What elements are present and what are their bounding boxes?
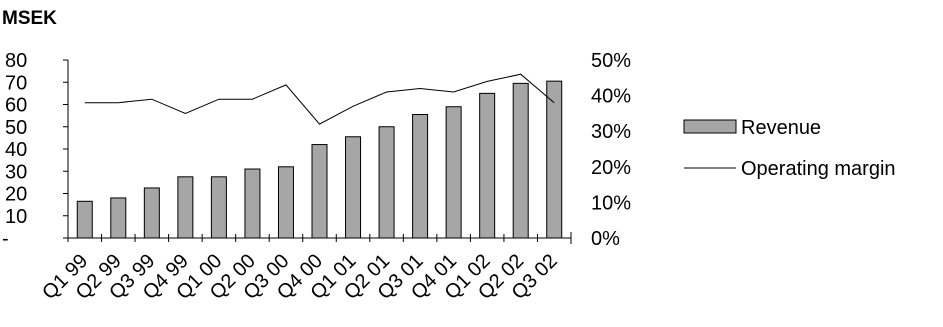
revenue-bar <box>244 168 261 239</box>
left-axis-tick-label: 50 <box>5 117 27 139</box>
right-axis-tick-label: 20% <box>591 157 631 179</box>
revenue-bar <box>546 80 563 239</box>
left-axis-tick-label: 20 <box>5 184 27 206</box>
left-axis-tick-label: 70 <box>5 72 27 94</box>
unit-label: MSEK <box>2 8 57 29</box>
left-axis-tick-label: 80 <box>5 50 27 72</box>
revenue-bar <box>177 176 194 239</box>
operating-margin-line <box>84 73 555 125</box>
legend-revenue-label: Revenue <box>741 117 821 139</box>
legend-revenue-swatch <box>683 119 737 134</box>
left-axis-tick-label: 30 <box>5 161 27 183</box>
revenue-bar <box>512 82 529 239</box>
right-axis-tick-label: 50% <box>591 50 631 72</box>
revenue-bar <box>445 106 462 239</box>
revenue-bar <box>311 144 328 239</box>
left-axis-tick-label: - <box>2 228 9 250</box>
revenue-bar <box>378 126 395 239</box>
left-axis-tick-label: 10 <box>5 206 27 228</box>
right-axis-tick-label: 30% <box>591 121 631 143</box>
right-axis-tick-label: 0% <box>591 228 620 250</box>
revenue-bar <box>110 197 127 239</box>
revenue-bar <box>345 136 362 239</box>
revenue-bar <box>76 200 93 239</box>
right-axis-tick-label: 10% <box>591 192 631 214</box>
revenue-bar <box>479 92 496 239</box>
revenue-bar <box>277 166 294 239</box>
legend-margin-label: Operating margin <box>741 158 896 180</box>
right-axis-tick-label: 40% <box>591 86 631 108</box>
left-axis-tick-label: 60 <box>5 95 27 117</box>
legend: Revenue Operating margin <box>683 117 896 180</box>
left-axis-tick-label: 40 <box>5 139 27 161</box>
revenue-bar <box>143 187 160 239</box>
revenue-bar <box>412 114 429 239</box>
revenue-bar <box>210 176 227 239</box>
